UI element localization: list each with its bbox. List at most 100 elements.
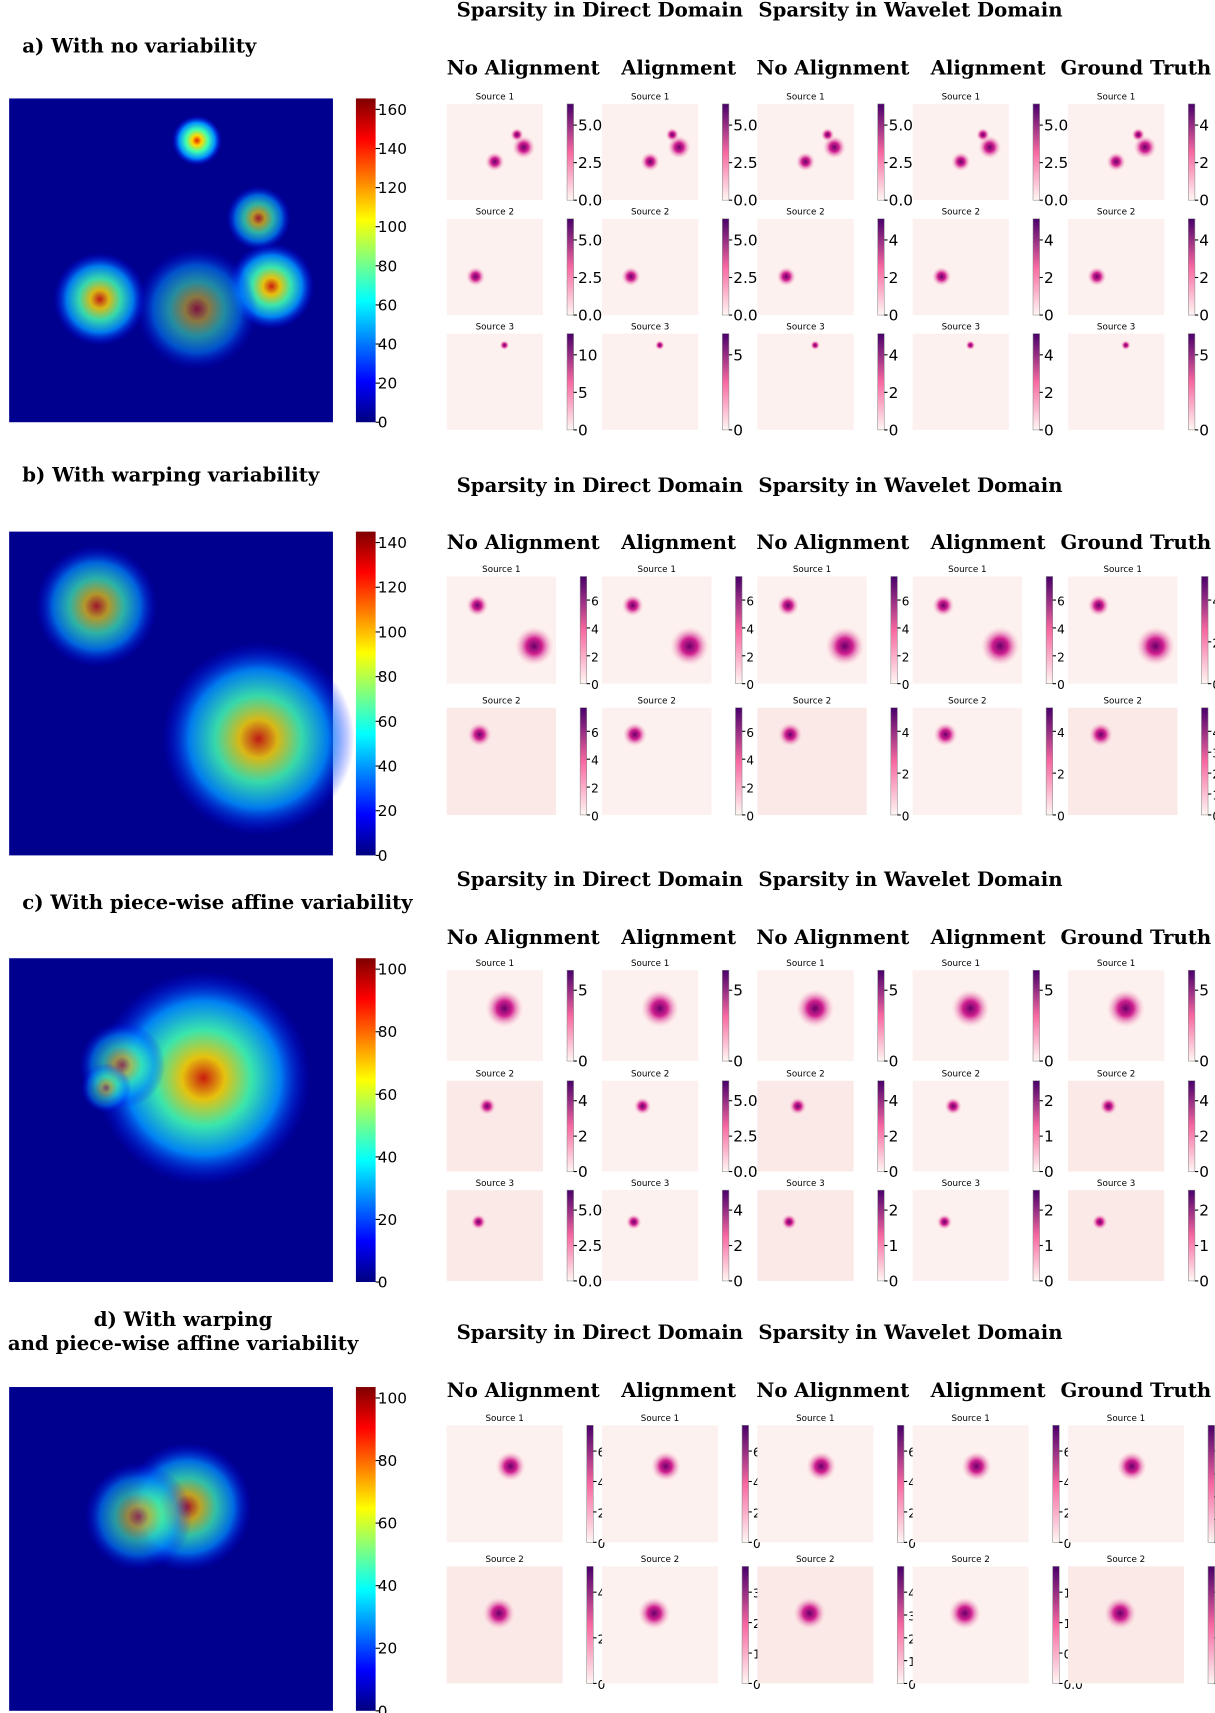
colorbar-tick-label: 5.0 xyxy=(578,1202,602,1220)
source-blob xyxy=(778,722,803,747)
source-colorbar xyxy=(877,1189,885,1282)
colorbar-tick-label: 4 xyxy=(889,346,899,364)
source-label: Source 1 xyxy=(1104,565,1142,575)
intensity-blob xyxy=(53,252,147,346)
column-header: No Alignment xyxy=(756,926,909,949)
source-blob xyxy=(1087,594,1110,617)
colorbar-tick-label: 4 xyxy=(902,622,910,636)
source-image xyxy=(912,707,1023,815)
colorbar-tick-label: 6 xyxy=(753,1446,761,1460)
colorbar-tick-label: 3 xyxy=(908,1609,916,1623)
source-blob xyxy=(933,722,958,747)
colorbar-tick-label: 80 xyxy=(378,668,397,686)
column-header: No Alignment xyxy=(447,531,600,554)
source-label: Source 2 xyxy=(641,1555,679,1565)
colorbar-tick-label: 100 xyxy=(378,623,407,641)
colorbar-tick-label: 0.0 xyxy=(889,192,913,210)
source-blob xyxy=(1092,1214,1108,1230)
colorbar-tick-label: 6 xyxy=(746,595,754,609)
colorbar-tick-label: 0 xyxy=(889,307,899,325)
source-label: Source 2 xyxy=(482,696,520,706)
colorbar-tick-label: 0.0 xyxy=(733,1163,757,1181)
colorbar-tick-label: 4 xyxy=(902,726,910,740)
colorbar-tick-label: 4 xyxy=(753,1476,761,1490)
source-colorbar xyxy=(586,1425,594,1543)
colorbar-tick-label: 5.0 xyxy=(889,117,913,135)
source-image xyxy=(602,218,699,316)
colorbar-tick-label: 0 xyxy=(1212,809,1215,823)
source-label: Source 2 xyxy=(793,696,831,706)
source-blob xyxy=(976,127,990,142)
colorbar-tick-label: 0 xyxy=(591,678,599,692)
source-blob xyxy=(951,989,990,1028)
source-blob xyxy=(1103,1597,1137,1630)
source-image xyxy=(602,333,699,430)
source-blob xyxy=(466,594,489,617)
colorbar-tick-label: 2 xyxy=(889,269,899,287)
colorbar-tick-label: 0 xyxy=(1199,421,1209,439)
source-image xyxy=(602,1080,699,1172)
colorbar-tick-label: 4 xyxy=(1044,346,1054,364)
source-label: Source 2 xyxy=(786,1069,824,1079)
colorbar-tick-label: 2 xyxy=(1199,1128,1209,1146)
source-image xyxy=(602,707,712,815)
source-colorbar xyxy=(1201,576,1209,684)
source-colorbar xyxy=(1045,707,1053,816)
source-blob xyxy=(633,1097,652,1115)
source-image xyxy=(446,218,543,316)
colorbar-tick-label: 5.0 xyxy=(1044,117,1068,135)
colorbar-tick-label: 4 xyxy=(733,1202,743,1220)
source-colorbar xyxy=(1032,103,1040,201)
colorbar-tick-label: 6 xyxy=(908,1446,916,1460)
source-blob xyxy=(932,594,955,617)
intensity-blob xyxy=(162,642,355,836)
colorbar-tick-label: 6 xyxy=(591,595,599,609)
colorbar-tick-label: 6 xyxy=(1064,1446,1072,1460)
source-blob xyxy=(667,135,691,159)
colorbar-tick-label: 1 xyxy=(753,1648,761,1662)
colorbar-tick-label: 2.5 xyxy=(733,269,757,287)
source-blob xyxy=(944,1097,962,1115)
main-colorbar xyxy=(355,531,376,856)
source-blob xyxy=(669,626,710,666)
colorbar-tick-label: 6 xyxy=(598,1446,606,1460)
colorbar-tick-label: 2 xyxy=(1044,269,1054,287)
colorbar-tick-label: 5 xyxy=(578,982,588,1000)
colorbar-tick-label: 2 xyxy=(746,650,754,664)
colorbar-tick-label: 2 xyxy=(889,1202,899,1220)
column-header: Alignment xyxy=(930,531,1046,554)
colorbar-tick-label: 80 xyxy=(378,257,397,275)
colorbar-tick-label: 0 xyxy=(1064,1537,1072,1551)
source-blob xyxy=(777,594,799,617)
colorbar-tick-label: 0 xyxy=(908,1537,916,1551)
colorbar-tick-label: 2 xyxy=(889,1128,899,1146)
colorbar-tick-label: 0.0 xyxy=(578,307,602,325)
source-colorbar xyxy=(1032,333,1040,431)
colorbar-tick-label: 4 xyxy=(908,1476,916,1490)
source-blob xyxy=(640,989,680,1028)
colorbar-tick-label: 1 xyxy=(889,1237,899,1255)
source-colorbar xyxy=(566,1189,574,1282)
colorbar-tick-label: 0 xyxy=(378,847,388,865)
intensity-blob xyxy=(172,115,222,166)
column-header: Alignment xyxy=(930,56,1046,79)
colorbar-tick-label: 60 xyxy=(378,1515,397,1533)
source-label: Source 3 xyxy=(1097,1179,1135,1189)
colorbar-tick-label: 80 xyxy=(378,1023,397,1041)
source-label: Source 2 xyxy=(786,207,824,217)
source-colorbar xyxy=(735,576,743,684)
colorbar-tick-label: 4 xyxy=(746,754,754,768)
source-label: Source 1 xyxy=(786,959,824,969)
colorbar-tick-label: 2.5 xyxy=(1044,154,1068,172)
source-image xyxy=(602,1190,699,1281)
colorbar-tick-label: 5.0 xyxy=(733,117,757,135)
source-label: Source 1 xyxy=(951,1414,989,1424)
source-colorbar xyxy=(566,103,574,201)
source-image xyxy=(446,1190,543,1281)
source-blob xyxy=(793,1597,826,1630)
colorbar-tick-label: 5 xyxy=(1199,982,1209,1000)
colorbar-tick-label: 2 xyxy=(753,1506,761,1520)
source-blob xyxy=(1135,626,1176,666)
colorbar-tick-label: 2 xyxy=(578,1128,588,1146)
column-header: No Alignment xyxy=(756,531,909,554)
